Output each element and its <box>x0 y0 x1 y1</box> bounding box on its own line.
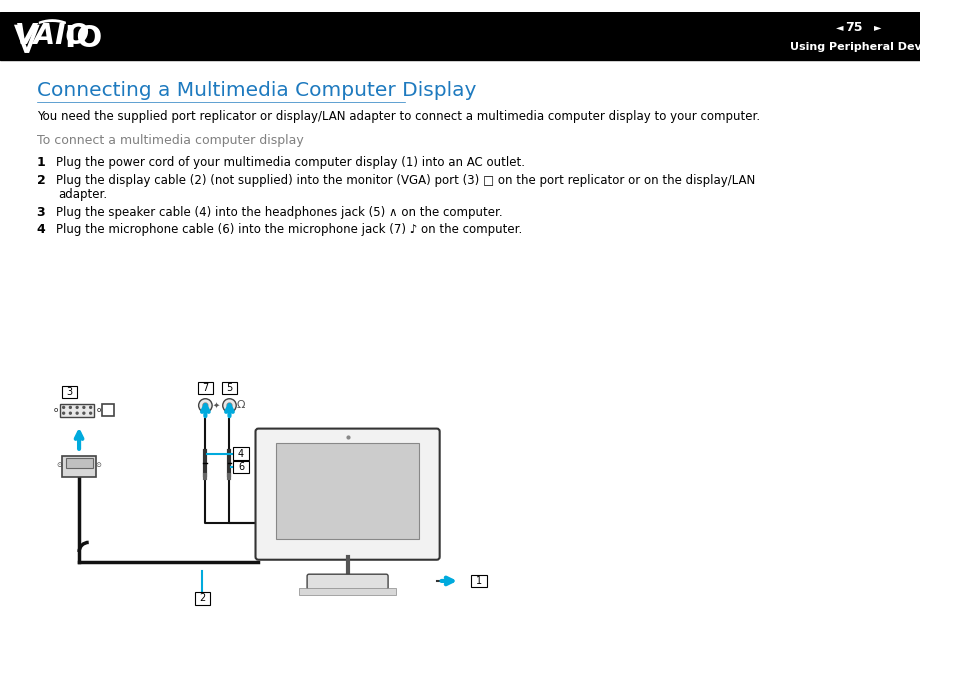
Circle shape <box>63 412 65 414</box>
Circle shape <box>63 406 65 408</box>
Text: o: o <box>96 407 100 413</box>
Circle shape <box>222 399 236 412</box>
Bar <box>62 386 77 398</box>
Bar <box>233 461 249 473</box>
Text: 1: 1 <box>476 576 482 586</box>
Circle shape <box>70 406 71 408</box>
Bar <box>66 458 92 468</box>
Bar <box>471 575 486 587</box>
Text: To connect a multimedia computer display: To connect a multimedia computer display <box>36 133 303 146</box>
Bar <box>62 456 96 477</box>
Circle shape <box>227 403 232 408</box>
Text: adapter.: adapter. <box>58 187 107 201</box>
Circle shape <box>76 406 78 408</box>
Circle shape <box>83 412 85 414</box>
Bar <box>194 592 210 605</box>
Text: 5: 5 <box>226 383 233 393</box>
Circle shape <box>83 406 85 408</box>
Circle shape <box>90 412 91 414</box>
Text: You need the supplied port replicator or display/LAN adapter to connect a multim: You need the supplied port replicator or… <box>36 111 759 123</box>
Text: o: o <box>53 407 58 413</box>
FancyBboxPatch shape <box>255 429 439 559</box>
Text: Plug the display cable (2) (not supplied) into the monitor (VGA) port (3) □ on t: Plug the display cable (2) (not supplied… <box>56 174 755 187</box>
Text: ✦: ✦ <box>213 401 219 410</box>
Bar <box>60 404 94 417</box>
Circle shape <box>203 403 208 408</box>
Text: ⊙: ⊙ <box>95 462 101 468</box>
Text: 7: 7 <box>202 383 209 393</box>
Text: Connecting a Multimedia Computer Display: Connecting a Multimedia Computer Display <box>36 82 476 100</box>
Bar <box>221 382 237 394</box>
Text: 4: 4 <box>237 449 244 459</box>
Text: Plug the power cord of your multimedia computer display (1) into an AC outlet.: Plug the power cord of your multimedia c… <box>56 156 524 168</box>
Text: 1: 1 <box>36 156 46 168</box>
Text: Ω: Ω <box>236 400 245 410</box>
Circle shape <box>198 399 212 412</box>
Text: 2: 2 <box>199 593 206 603</box>
FancyBboxPatch shape <box>307 574 388 590</box>
Text: ⊙: ⊙ <box>57 462 63 468</box>
Text: 75: 75 <box>843 21 862 34</box>
Text: ►: ► <box>873 22 881 32</box>
Text: ⋁⁀IO: ⋁⁀IO <box>14 20 103 53</box>
Text: 3: 3 <box>36 206 45 219</box>
Text: VAIO: VAIO <box>14 22 90 50</box>
Text: Using Peripheral Devices: Using Peripheral Devices <box>789 42 945 52</box>
Circle shape <box>90 406 91 408</box>
Bar <box>0 12 919 60</box>
Bar <box>233 448 249 460</box>
Text: Plug the speaker cable (4) into the headphones jack (5) ∧ on the computer.: Plug the speaker cable (4) into the head… <box>56 206 502 219</box>
Text: Plug the microphone cable (6) into the microphone jack (7) ♪ on the computer.: Plug the microphone cable (6) into the m… <box>56 223 521 236</box>
Text: 6: 6 <box>237 462 244 472</box>
Circle shape <box>76 412 78 414</box>
Text: 2: 2 <box>36 174 46 187</box>
Bar <box>275 443 419 539</box>
Text: 4: 4 <box>36 223 46 236</box>
Bar <box>299 588 395 595</box>
Bar <box>197 382 213 394</box>
Bar <box>102 404 113 416</box>
Circle shape <box>70 412 71 414</box>
Text: 3: 3 <box>67 387 72 397</box>
Text: ◄: ◄ <box>835 22 842 32</box>
